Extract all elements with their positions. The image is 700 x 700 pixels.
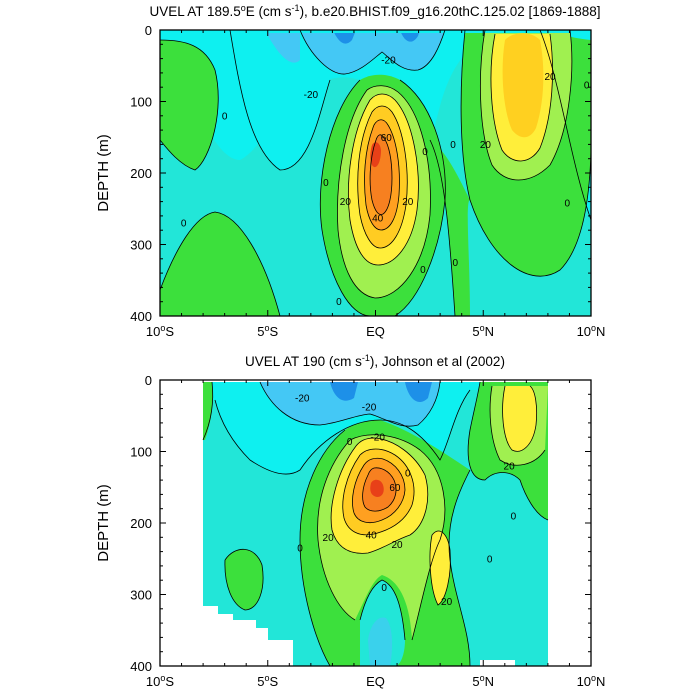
bottom-fill-jet-east-yellow — [430, 530, 451, 605]
bottom-missing-sw — [203, 606, 293, 666]
bottom-contour-label-3: 0 — [347, 437, 353, 448]
top-x-tick-label-3: 5oN — [472, 323, 494, 339]
top-contour-label-16: 40 — [372, 214, 384, 225]
bottom-contour-field — [202, 381, 549, 666]
bottom-panel: UVEL AT 190 (cm s-1), Johnson et al (200… — [95, 353, 605, 689]
bottom-fill-jet-red — [370, 479, 384, 497]
bottom-y-tick-label-4: 400 — [130, 659, 152, 674]
bottom-fill-deep-neg2 — [368, 617, 393, 666]
top-contour-label-11: 0 — [584, 81, 590, 92]
bottom-y-axis-label: DEPTH (m) — [95, 484, 112, 562]
bottom-contour-label-2: -20 — [370, 433, 385, 444]
top-contour-label-15: 20 — [544, 72, 556, 83]
top-contour-lines — [160, 30, 591, 316]
top-x-tick-label-4: 10oN — [577, 323, 606, 339]
bottom-fill-pos-west2 — [224, 549, 264, 610]
top-chart-title: UVEL AT 189.5oE (cm s-1), b.e20.BHIST.f0… — [149, 3, 600, 19]
top-y-axis-label: DEPTH (m) — [95, 134, 112, 212]
top-x-tick-label-2: EQ — [366, 324, 385, 339]
top-y-tick-label-4: 400 — [130, 309, 152, 324]
bottom-fill-neg40b — [405, 382, 432, 403]
top-x-tick-label-1: 5oS — [257, 323, 278, 339]
top-contour-label-14: 20 — [480, 140, 492, 151]
bottom-y-tick-label-0: 0 — [145, 373, 152, 388]
top-fill-pos-west1 — [160, 40, 219, 170]
top-fill-pos-jet-red — [370, 142, 381, 168]
top-contour-label-10: 0 — [565, 199, 571, 210]
bottom-y-tick-label-1: 100 — [130, 445, 152, 460]
top-y-tick-label-2: 200 — [130, 166, 152, 181]
top-contour-label-13: 20 — [402, 197, 414, 208]
bottom-missing-se2 — [480, 660, 515, 666]
bottom-fill-pos-west1 — [203, 382, 213, 440]
bottom-contour-label-1: -20 — [362, 403, 377, 414]
bottom-fill-neg20 — [260, 382, 440, 427]
top-contour-labels: -20 -20 0 0 0 0 0 0 0 0 0 0 20 20 20 20 40 60 — [181, 56, 590, 309]
top-y-tick-label-1: 100 — [130, 95, 152, 110]
bottom-x-tick-label-2: EQ — [366, 674, 385, 689]
bottom-contour-label-12: 20 — [441, 597, 453, 608]
bottom-contour-label-0: -20 — [295, 393, 310, 404]
bottom-fill-neg40 — [330, 382, 358, 401]
top-contour-label-5: 0 — [422, 147, 428, 158]
top-contour-label-7: 0 — [420, 265, 426, 276]
top-contour-label-2: 0 — [222, 111, 228, 122]
top-fill-pos-east-gold — [502, 33, 544, 138]
top-contour-label-8: 0 — [452, 258, 458, 269]
top-fill-neg20b — [265, 30, 300, 63]
bottom-contour-label-4: 0 — [405, 468, 411, 479]
bottom-chart-title: UVEL AT 190 (cm s-1), Johnson et al (200… — [245, 353, 505, 369]
top-panel: UVEL AT 189.5oE (cm s-1), b.e20.BHIST.f0… — [95, 3, 605, 339]
top-contour-label-12: 20 — [340, 197, 352, 208]
top-contour-label-17: 60 — [381, 133, 393, 144]
top-contour-field — [160, 30, 591, 316]
bottom-contour-label-10: 20 — [391, 540, 403, 551]
top-fill-pos-eastbridge — [430, 140, 470, 316]
bottom-x-tick-label-1: 5oS — [257, 673, 278, 689]
bottom-y-tick-label-3: 300 — [130, 588, 152, 603]
top-contour-label-3: 0 — [181, 219, 187, 230]
bottom-contour-label-6: 0 — [487, 554, 493, 565]
top-fill-neg40 — [333, 30, 356, 44]
bottom-contour-label-8: 0 — [511, 511, 517, 522]
bottom-x-tick-label-3: 5oN — [472, 673, 494, 689]
top-y-tick-label-3: 300 — [130, 238, 152, 253]
top-contour-label-9: 0 — [336, 297, 342, 308]
top-y-tick-label-0: 0 — [145, 23, 152, 38]
bottom-x-tick-label-0: 10oS — [146, 673, 174, 689]
bottom-contour-labels: -20 -20 -20 0 0 0 0 0 0 20 20 20 20 40 60 — [295, 393, 517, 608]
bottom-contour-label-9: 20 — [323, 533, 335, 544]
bottom-contour-label-5: 0 — [297, 544, 303, 555]
top-fill-pos-west2 — [160, 212, 280, 316]
bottom-x-tick-label-4: 10oN — [577, 673, 606, 689]
top-contour-label-6: 0 — [450, 140, 456, 151]
bottom-contour-label-11: 20 — [504, 461, 516, 472]
bottom-contour-label-13: 40 — [366, 531, 378, 542]
bottom-contour-label-7: 0 — [381, 583, 387, 594]
top-x-tick-label-0: 10oS — [146, 323, 174, 339]
bottom-y-tick-label-2: 200 — [130, 516, 152, 531]
top-contour-label-0: -20 — [304, 90, 319, 101]
bottom-fill-pos-east-yellow — [502, 386, 537, 452]
bottom-contour-lines — [202, 381, 549, 666]
bottom-contour-label-14: 60 — [389, 483, 401, 494]
top-contour-label-4: 0 — [323, 178, 329, 189]
top-contour-label-1: -20 — [381, 56, 396, 67]
